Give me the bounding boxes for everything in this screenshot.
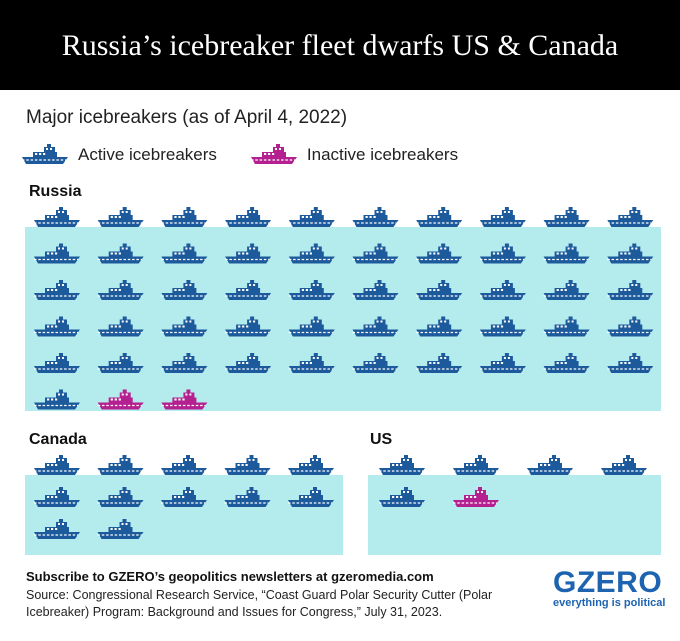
russia-active-ship-icon: [288, 316, 335, 337]
canada-active-ship-icon: [97, 455, 144, 475]
russia-active-ship-icon: [161, 316, 208, 337]
canada-active-ship-icon: [97, 519, 144, 539]
russia-active-ship-icon: [352, 243, 399, 264]
category-label-canada: Canada: [29, 431, 87, 448]
gzero-logo: GZERO: [553, 566, 663, 599]
category-label-us: US: [370, 431, 393, 448]
russia-active-ship-icon: [288, 207, 335, 227]
canada-active-ship-icon: [224, 455, 271, 475]
russia-active-ship-icon: [34, 280, 80, 300]
canada-active-ship-icon: [288, 487, 334, 507]
canada-active-ship-icon: [224, 487, 271, 507]
russia-active-ship-icon: [97, 316, 144, 337]
russia-active-ship-icon: [479, 353, 526, 373]
russia-active-ship-icon: [34, 207, 80, 227]
russia-active-ship-icon: [479, 207, 526, 227]
russia-active-ship-icon: [97, 353, 144, 373]
legend-item-active: Active icebreakers: [22, 144, 217, 166]
water-canada: [25, 475, 343, 555]
russia-active-ship-icon: [225, 207, 272, 227]
russia-active-ship-icon: [607, 280, 654, 300]
canada-active-ship-icon: [34, 455, 80, 475]
russia-active-ship-icon: [352, 316, 399, 337]
title-bar: [0, 0, 680, 90]
russia-active-ship-icon: [161, 280, 208, 300]
us-active-ship-icon: [527, 455, 573, 475]
ship-inactive-icon: [250, 144, 297, 164]
russia-active-ship-icon: [225, 243, 272, 264]
russia-active-ship-icon: [479, 316, 526, 337]
russia-active-ship-icon: [34, 243, 80, 264]
us-inactive-ship-icon: [453, 487, 499, 507]
russia-active-ship-icon: [352, 280, 399, 300]
russia-active-ship-icon: [34, 353, 80, 373]
russia-active-ship-icon: [607, 353, 654, 373]
russia-active-ship-icon: [479, 243, 526, 264]
canada-active-ship-icon: [288, 455, 334, 475]
russia-active-ship-icon: [352, 207, 399, 227]
legend: Active icebreakers Inactive icebreakers: [22, 142, 492, 168]
russia-inactive-ship-icon: [161, 389, 208, 410]
canada-active-ship-icon: [34, 519, 80, 539]
us-active-ship-icon: [601, 455, 647, 475]
legend-label-active: Active icebreakers: [78, 145, 217, 164]
russia-active-ship-icon: [34, 316, 80, 337]
russia-active-ship-icon: [225, 280, 272, 300]
russia-active-ship-icon: [161, 207, 208, 227]
russia-active-ship-icon: [352, 353, 399, 373]
russia-active-ship-icon: [416, 207, 463, 227]
russia-active-ship-icon: [607, 243, 654, 264]
water-us: [368, 475, 661, 555]
chart-subtitle: Major icebreakers (as of April 4, 2022): [26, 107, 348, 128]
russia-active-ship-icon: [225, 316, 272, 337]
russia-active-ship-icon: [543, 280, 590, 300]
russia-active-ship-icon: [97, 243, 144, 264]
russia-active-ship-icon: [161, 243, 208, 264]
russia-active-ship-icon: [543, 353, 590, 373]
russia-active-ship-icon: [416, 280, 463, 300]
footer-subscribe: Subscribe to GZERO’s geopolitics newslet…: [26, 569, 434, 584]
russia-active-ship-icon: [34, 389, 80, 410]
russia-active-ship-icon: [288, 243, 335, 264]
us-active-ship-icon: [379, 455, 425, 475]
russia-active-ship-icon: [416, 316, 463, 337]
russia-active-ship-icon: [416, 243, 463, 264]
us-active-ship-icon: [379, 487, 425, 507]
legend-item-inactive: Inactive icebreakers: [250, 144, 459, 166]
russia-active-ship-icon: [607, 316, 654, 337]
russia-active-ship-icon: [288, 353, 335, 373]
canada-active-ship-icon: [34, 487, 80, 507]
russia-active-ship-icon: [97, 280, 144, 300]
ship-active-icon: [22, 144, 68, 164]
gzero-tagline: everything is political: [553, 597, 666, 609]
canada-active-ship-icon: [161, 487, 207, 507]
russia-active-ship-icon: [479, 280, 526, 300]
chart-title: Russia’s icebreaker fleet dwarfs US & Ca…: [61, 29, 619, 62]
russia-active-ship-icon: [288, 280, 335, 300]
legend-label-inactive: Inactive icebreakers: [306, 145, 459, 164]
category-label-russia: Russia: [29, 183, 82, 200]
footer-source: Source: Congressional Research Service, …: [26, 588, 493, 619]
russia-active-ship-icon: [543, 316, 590, 337]
russia-active-ship-icon: [225, 353, 272, 373]
canada-active-ship-icon: [97, 487, 144, 507]
russia-active-ship-icon: [543, 207, 590, 227]
russia-active-ship-icon: [607, 207, 654, 227]
russia-active-ship-icon: [97, 207, 144, 227]
russia-active-ship-icon: [543, 243, 590, 264]
russia-inactive-ship-icon: [97, 389, 144, 410]
canada-active-ship-icon: [161, 455, 207, 475]
russia-active-ship-icon: [161, 353, 208, 373]
us-active-ship-icon: [453, 455, 499, 475]
russia-active-ship-icon: [416, 353, 463, 373]
